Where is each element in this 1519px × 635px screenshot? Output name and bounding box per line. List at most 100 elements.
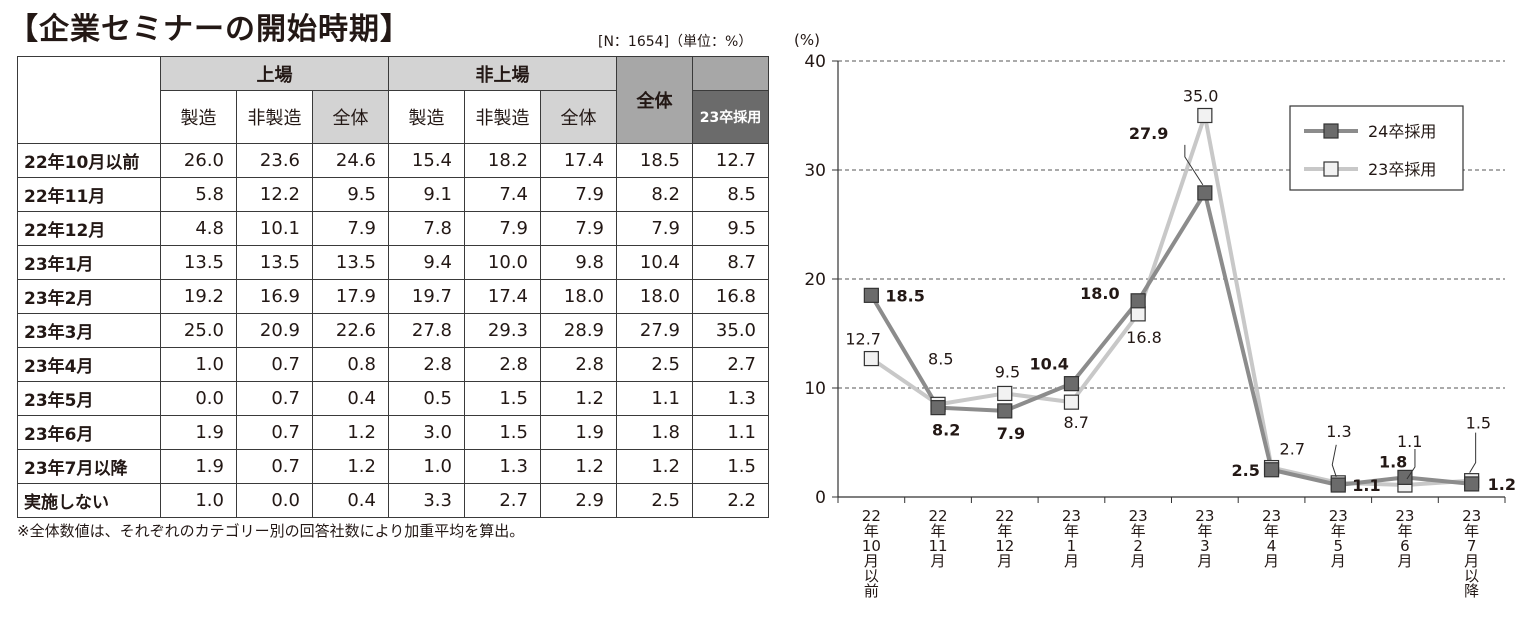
- x-tick-label-part: 年: [931, 522, 946, 540]
- table-cell: 3.0: [388, 415, 465, 450]
- table-cell: 1.9: [540, 415, 617, 450]
- table-cell: 9.1: [388, 177, 465, 212]
- data-marker: [1397, 469, 1413, 485]
- table-cell: 17.4: [464, 279, 541, 314]
- table-cell: 0.4: [312, 483, 389, 518]
- row-label: 23年6月: [17, 415, 161, 450]
- y-axis-label: (%): [794, 31, 820, 49]
- x-tick-label-part: 6: [1400, 537, 1410, 555]
- data-label-24: 7.9: [997, 424, 1025, 443]
- x-tick-label-part: 月: [1264, 552, 1279, 570]
- row-label: 実施しない: [17, 483, 161, 518]
- data-label-23: 9.5: [995, 362, 1020, 381]
- table-cell: 2.2: [692, 483, 769, 518]
- header-23-spacer: [692, 56, 769, 91]
- x-tick-label-part: 以: [1464, 567, 1479, 585]
- x-tick-label-part: 年: [1131, 522, 1146, 540]
- table-cell: 27.8: [388, 313, 465, 348]
- leader-line: [1469, 432, 1477, 473]
- table-cell: 2.5: [616, 483, 693, 518]
- data-label-23: 8.7: [1063, 413, 1088, 432]
- table-cell: 3.3: [388, 483, 465, 518]
- table-cell: 1.8: [616, 415, 693, 450]
- table-cell: 1.5: [692, 449, 769, 484]
- table-cell: 0.8: [312, 347, 389, 382]
- x-tick-label-part: 22: [862, 507, 881, 525]
- x-tick-label-part: 以: [864, 567, 879, 585]
- x-tick-label-part: 1: [1067, 537, 1077, 555]
- table-row: 23年4月 1.0 0.7 0.8 2.8 2.8 2.8 2.5 2.7: [17, 347, 769, 382]
- data-label-23: 8.5: [928, 349, 953, 368]
- data-marker: [1063, 394, 1080, 410]
- header-overall-total: 全体: [616, 56, 693, 144]
- table-cell: 5.8: [160, 177, 237, 212]
- x-tick-label-part: 7: [1467, 537, 1477, 555]
- table-cell: 16.9: [236, 279, 313, 314]
- table-cell: 29.3: [464, 313, 541, 348]
- data-marker: [1330, 477, 1346, 493]
- data-marker: [1197, 107, 1213, 124]
- table-cell: 7.8: [388, 211, 465, 246]
- table-cell: 0.7: [236, 347, 313, 382]
- y-tick-label: 10: [804, 379, 826, 399]
- x-tick-label-part: 月: [997, 552, 1012, 570]
- table-cell: 1.2: [540, 381, 617, 416]
- x-tick-label-part: 月: [1331, 552, 1346, 570]
- x-tick-label-part: 年: [1397, 522, 1412, 540]
- data-marker: [930, 400, 946, 416]
- table-cell: 1.2: [312, 415, 389, 450]
- table-cell: 2.9: [540, 483, 617, 518]
- data-marker: [1464, 476, 1480, 492]
- table-cell: 1.3: [692, 381, 769, 416]
- x-tick-label-part: 22: [929, 507, 948, 525]
- table-cell: 19.7: [388, 279, 465, 314]
- row-label: 23年1月: [17, 245, 161, 280]
- data-label-23: 2.7: [1280, 440, 1305, 459]
- data-marker: [1130, 293, 1146, 309]
- x-tick-label-part: 4: [1267, 537, 1277, 555]
- table-cell: 1.2: [540, 449, 617, 484]
- data-marker: [1063, 376, 1080, 392]
- table-cell: 10.0: [464, 245, 541, 280]
- subheader-unlisted-mfg: 製造: [388, 90, 465, 144]
- footnote: ※全体数値は、それぞれのカテゴリー別の回答社数により加重平均を算出。: [17, 522, 525, 540]
- row-label: 23年3月: [17, 313, 161, 348]
- x-tick-label-part: 降: [1464, 582, 1479, 600]
- table-row: 22年11月 5.8 12.2 9.5 9.1 7.4 7.9 8.2 8.5: [17, 177, 769, 212]
- corner-cell: [17, 56, 161, 144]
- table-cell: 0.7: [236, 449, 313, 484]
- data-label-23: 1.3: [1326, 422, 1351, 441]
- x-tick-label-part: 22: [995, 507, 1014, 525]
- x-tick-label-part: 23: [1195, 507, 1214, 525]
- leader-line: [1331, 444, 1337, 477]
- x-tick-label-part: 23: [1129, 507, 1148, 525]
- table-cell: 8.2: [616, 177, 693, 212]
- table-cell: 0.0: [236, 483, 313, 518]
- x-tick-label-part: 23: [1329, 507, 1348, 525]
- table-cell: 2.5: [616, 347, 693, 382]
- data-label-24: 8.2: [932, 421, 960, 440]
- x-tick-label-part: 年: [864, 522, 879, 540]
- data-label-24: 2.5: [1232, 461, 1260, 480]
- table-cell: 13.5: [312, 245, 389, 280]
- table-cell: 2.8: [540, 347, 617, 382]
- table-cell: 25.0: [160, 313, 237, 348]
- subheader-listed-mfg: 製造: [160, 90, 237, 144]
- table-cell: 18.5: [616, 143, 693, 178]
- data-marker: [863, 350, 879, 367]
- data-label-23: 1.5: [1466, 414, 1491, 433]
- table-cell: 28.9: [540, 313, 617, 348]
- table-cell: 27.9: [616, 313, 693, 348]
- table-cell: 2.7: [464, 483, 541, 518]
- table-cell: 8.7: [692, 245, 769, 280]
- x-tick-label: 23 年 2 月: [1129, 507, 1148, 570]
- sample-size-unit: [N：1654]（単位：%）: [598, 34, 753, 50]
- x-tick-label-part: 2: [1133, 537, 1143, 555]
- data-label-24: 10.4: [1029, 355, 1068, 374]
- table-row: 23年3月 25.0 20.9 22.6 27.8 29.3 28.9 27.9 35.0: [17, 313, 769, 348]
- header-23-hire: 23卒採用: [692, 90, 769, 144]
- data-marker: [1130, 306, 1146, 322]
- table-cell: 1.0: [160, 347, 237, 382]
- table-cell: 7.9: [616, 211, 693, 246]
- table-cell: 10.1: [236, 211, 313, 246]
